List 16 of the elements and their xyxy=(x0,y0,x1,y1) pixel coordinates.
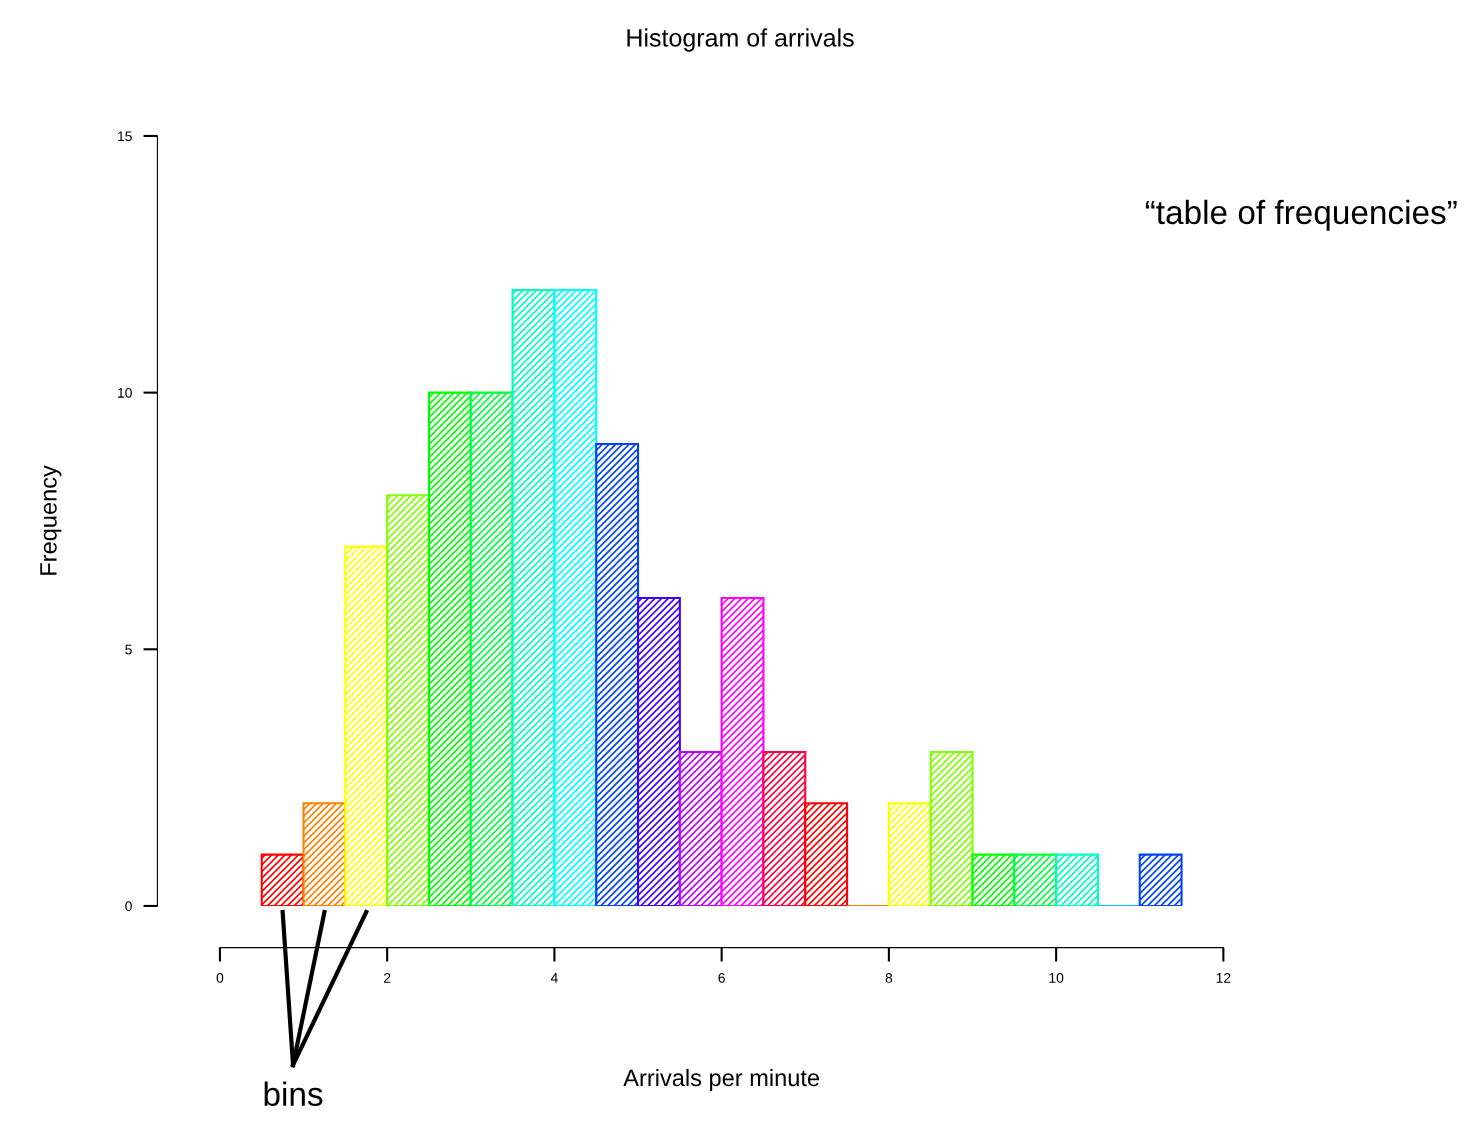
x-tick-label: 10 xyxy=(1049,972,1064,983)
y-tick-label: 10 xyxy=(118,387,132,398)
x-axis-title: Arrivals per minute xyxy=(623,1068,820,1091)
y-tick-label: 5 xyxy=(125,644,132,655)
x-tick-label: 4 xyxy=(550,973,558,983)
x-tick-label: 8 xyxy=(885,972,893,983)
y-tick-label: 0 xyxy=(125,901,132,912)
y-tick-label: 15 xyxy=(118,131,132,142)
text: bins xyxy=(264,1081,323,1107)
y-axis-title: Frequency xyxy=(40,465,62,575)
x-tick-label: 2 xyxy=(384,972,391,983)
x-tick-label: 12 xyxy=(1216,972,1231,983)
annotation: “table of frequencies” xyxy=(1145,199,1457,231)
x-tick-label: 0 xyxy=(216,972,224,983)
chart-title: Histogram of arrivals xyxy=(627,28,854,52)
x-tick-label: 6 xyxy=(718,972,725,983)
